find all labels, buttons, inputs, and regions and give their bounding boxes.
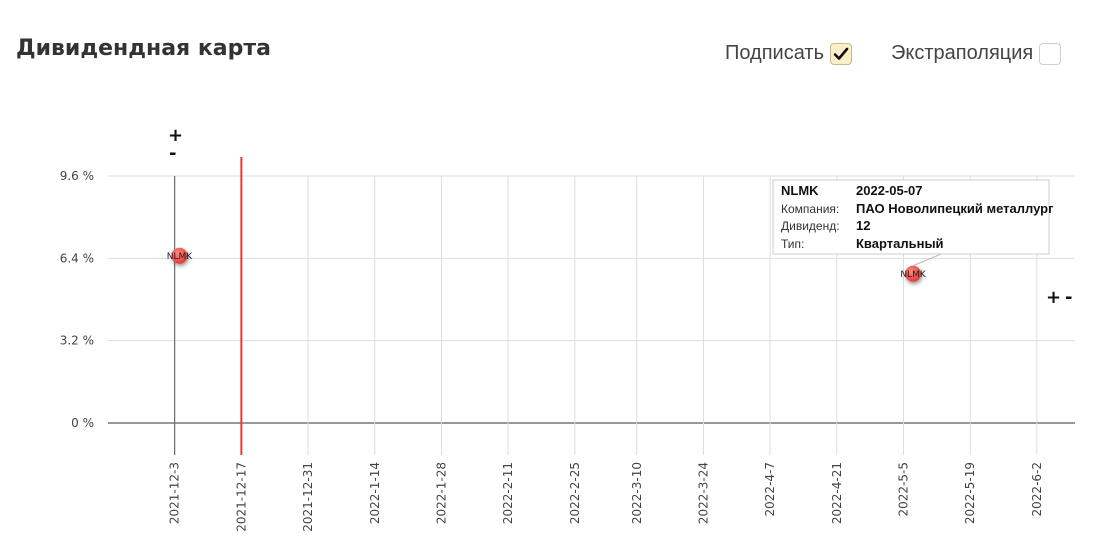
- dividend-point[interactable]: [905, 265, 922, 282]
- label-toggle-label: Подписать: [725, 42, 824, 64]
- zoom-out-right-button[interactable]: -: [1065, 287, 1073, 308]
- label-toggle[interactable]: Подписать: [725, 42, 852, 65]
- point-label: NLMK: [900, 270, 927, 280]
- x-tick-label: 2022-6-2: [1030, 462, 1044, 516]
- tooltip-company-label: Компания:: [781, 202, 839, 216]
- x-tick-label: 2021-12-31: [301, 462, 315, 532]
- y-tick-label: 9.6 %: [60, 169, 94, 183]
- tooltip-dividend-value: 12: [856, 218, 870, 233]
- page-title: Дивидендная карта: [16, 36, 271, 61]
- x-tick-label: 2021-12-3: [168, 462, 182, 524]
- zoom-out-button[interactable]: -: [169, 143, 177, 164]
- tooltip-date: 2022-05-07: [856, 183, 923, 198]
- tooltip-company-value: ПАО Новолипецкий металлург: [856, 201, 1054, 216]
- x-tick-label: 2022-5-19: [963, 462, 977, 524]
- tooltip-ticker: NLMK: [781, 183, 819, 198]
- x-tick-label: 2022-3-24: [696, 462, 710, 524]
- extrapolation-toggle[interactable]: Экстраполяция: [891, 42, 1062, 65]
- x-tick-label: 2022-3-10: [630, 462, 644, 524]
- zoom-in-button[interactable]: +: [168, 125, 184, 146]
- tooltip-dividend-label: Дивиденд:: [781, 219, 840, 233]
- extrapolation-toggle-label: Экстраполяция: [891, 42, 1034, 64]
- extrapolation-checkbox[interactable]: [1039, 42, 1062, 65]
- tooltip-type-value: Квартальный: [856, 236, 944, 251]
- chart-tooltip: NLMK 2022-05-07 Компания: ПАО Новолипецк…: [772, 179, 1054, 267]
- y-tick-label: 0 %: [71, 416, 94, 430]
- x-tick-label: 2022-5-5: [897, 462, 911, 516]
- y-tick-label: 3.2 %: [60, 334, 94, 348]
- x-tick-label: 2022-4-7: [763, 462, 777, 516]
- x-tick-label: 2022-2-25: [568, 462, 582, 524]
- zoom-in-right-button[interactable]: +: [1046, 287, 1062, 308]
- checkmark-icon: [833, 47, 849, 60]
- y-tick-label: 6.4 %: [60, 251, 94, 265]
- dividend-point[interactable]: [171, 247, 188, 264]
- x-tick-label: 2022-4-21: [830, 462, 844, 524]
- x-tick-label: 2022-2-11: [501, 462, 515, 524]
- x-tick-label: 2022-1-14: [368, 462, 382, 524]
- tooltip-type-label: Тип:: [781, 237, 804, 251]
- x-tick-label: 2022-1-28: [434, 462, 448, 524]
- label-checkbox[interactable]: [830, 42, 852, 65]
- x-tick-label: 2021-12-17: [234, 462, 248, 532]
- point-label: NLMK: [167, 252, 194, 262]
